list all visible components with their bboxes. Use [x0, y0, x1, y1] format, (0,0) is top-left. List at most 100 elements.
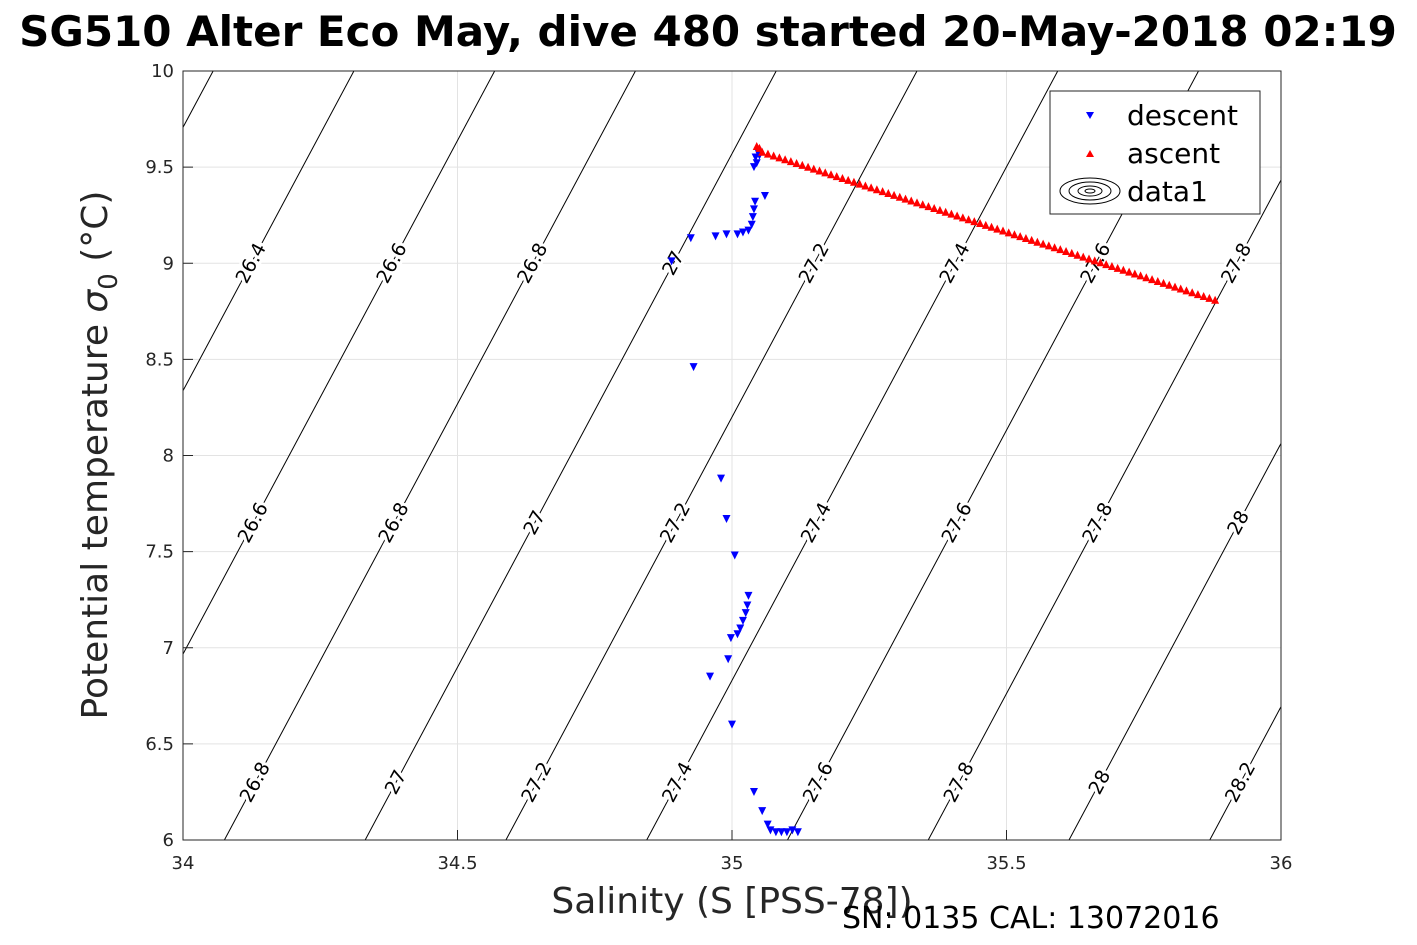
descent-point: [777, 828, 786, 837]
ascent-point: [1090, 256, 1099, 265]
legend-data1-contour-icon: [1059, 177, 1121, 205]
ascent-point: [1050, 243, 1059, 252]
descent-point: [738, 616, 747, 625]
ascent-point: [1182, 286, 1191, 295]
ascent-point: [1193, 290, 1202, 299]
y-ticks: 6 6.5 7 7.5 8 8.5 9 9.5 10: [145, 61, 193, 851]
ascent-point: [1016, 232, 1025, 241]
ascent-point: [763, 149, 772, 158]
isopycnal-line: [1330, 33, 1417, 879]
y-tick-label: 10: [151, 61, 174, 82]
ascent-point: [786, 157, 795, 166]
isopycnal-line: [646, 71, 1059, 840]
legend-ascent-label: ascent: [1127, 137, 1220, 170]
y-tick-label: 8.5: [145, 349, 174, 370]
y-tick-label: 6.5: [145, 734, 174, 755]
isopycnal-line: [505, 71, 918, 840]
ascent-point: [798, 160, 807, 169]
isopycnal-line: [1068, 442, 1281, 840]
ascent-point: [1004, 228, 1013, 237]
chart-title: SG510 Alter Eco May, dive 480 started 20…: [19, 7, 1397, 56]
x-tick-label: 36: [1270, 853, 1293, 874]
ascent-point: [964, 215, 973, 224]
descent-point: [743, 601, 752, 610]
ascent-point: [1084, 254, 1093, 263]
ascent-point: [993, 224, 1002, 233]
x-tick-label: 35.5: [986, 853, 1026, 874]
ascent-point: [804, 162, 813, 171]
ascent-point: [849, 177, 858, 186]
ascent-point: [953, 211, 962, 220]
ascent-point: [987, 222, 996, 231]
ascent-point: [781, 155, 790, 164]
descent-point: [760, 191, 769, 200]
descent-point: [711, 232, 720, 241]
descent-point: [728, 720, 736, 729]
descent-point: [758, 807, 767, 816]
descent-point: [749, 205, 758, 214]
y-tick-label: 7: [163, 638, 174, 659]
ascent-point: [826, 170, 835, 179]
descent-point: [722, 230, 731, 239]
ascent-point: [1176, 284, 1185, 293]
y-axis-label-symbol: σ: [75, 289, 116, 313]
ascent-point: [958, 213, 967, 222]
serial-calibration-note: SN: 0135 CAL: 13072016: [842, 901, 1220, 936]
descent-point: [771, 828, 780, 837]
x-tick-label: 35: [721, 853, 744, 874]
ascent-point: [1125, 267, 1134, 276]
isopycnal-line: [1209, 705, 1281, 840]
ascent-point: [901, 194, 910, 203]
ascent-point: [838, 173, 847, 182]
ascent-point: [1062, 247, 1071, 256]
descent-point: [749, 787, 758, 796]
ascent-point: [861, 181, 870, 190]
descent-point: [741, 609, 750, 618]
ascent-point: [1153, 277, 1162, 286]
descent-point: [736, 624, 745, 633]
isopycnal-line: [927, 178, 1281, 840]
descent-point: [667, 257, 676, 266]
ascent-point: [809, 164, 818, 173]
ascent-point: [890, 190, 899, 199]
ascent-point: [1021, 233, 1030, 242]
y-tick-label: 9: [163, 253, 174, 274]
descent-point: [689, 363, 698, 372]
ascent-point: [1107, 262, 1116, 271]
descent-point: [706, 672, 715, 681]
ascent-point: [769, 151, 778, 160]
y-tick-label: 7.5: [145, 542, 174, 563]
ascent-point: [792, 158, 801, 167]
ascent-point: [1056, 245, 1065, 254]
descent-point: [717, 474, 726, 483]
ascent-point: [1027, 235, 1036, 244]
descent-point: [733, 230, 742, 239]
ascent-point: [941, 207, 950, 216]
descent-point: [744, 591, 753, 600]
ascent-point: [872, 185, 881, 194]
y-axis-label-text: Potential temperature: [75, 324, 116, 719]
ascent-point: [998, 226, 1007, 235]
x-ticks: 34 34.5 35 35.5 36: [172, 830, 1293, 874]
ascent-point: [1148, 275, 1157, 284]
isopycnal-line: [183, 71, 355, 392]
descent-point: [752, 159, 761, 168]
ascent-point: [867, 183, 876, 192]
ascent-point: [884, 188, 893, 197]
ascent-point: [1205, 293, 1214, 302]
y-tick-label: 6: [163, 830, 174, 851]
legend: descent ascent data1: [1049, 90, 1261, 215]
legend-data1-label: data1: [1127, 175, 1208, 208]
ascent-point: [844, 175, 853, 184]
descent-point: [751, 197, 760, 206]
ascent-point: [976, 218, 985, 227]
descent-point: [724, 655, 733, 664]
ascent-point: [1102, 260, 1111, 269]
ascent-point: [1142, 273, 1151, 282]
ascent-point: [907, 196, 916, 205]
descent-point: [748, 213, 757, 222]
ascent-point: [1130, 269, 1139, 278]
ascent-point: [832, 172, 841, 181]
ascent-point: [1033, 237, 1042, 246]
